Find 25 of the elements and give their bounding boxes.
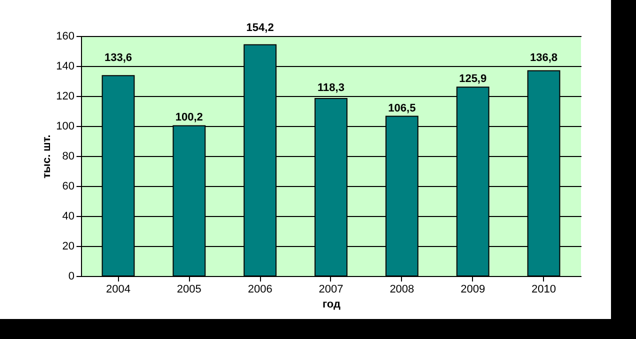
y-tick-label: 120 <box>56 90 74 102</box>
data-label: 154,2 <box>246 22 274 34</box>
y-tick-label: 0 <box>68 270 74 282</box>
y-tick-label: 140 <box>56 60 74 72</box>
x-tick-label: 2007 <box>318 284 344 296</box>
x-axis-title: год <box>322 298 341 310</box>
data-label: 106,5 <box>388 102 416 114</box>
x-tick-label: 2010 <box>532 284 556 296</box>
y-axis-title: тыс. шт. <box>41 134 54 178</box>
x-tick-label: 2008 <box>390 284 414 296</box>
x-tick-label: 2006 <box>248 284 272 296</box>
data-label: 118,3 <box>318 82 344 94</box>
y-tick-label: 160 <box>56 30 74 42</box>
y-tick-label: 100 <box>56 120 74 132</box>
x-tick-label: 2005 <box>176 284 202 296</box>
y-tick-label: 60 <box>62 180 74 192</box>
data-label: 100,2 <box>175 112 203 124</box>
data-label: 133,6 <box>104 52 132 64</box>
data-label: 136,8 <box>530 52 558 64</box>
y-tick-label: 40 <box>62 210 74 222</box>
x-tick-label: 2009 <box>460 284 486 296</box>
x-tick-label: 2004 <box>106 284 130 296</box>
y-tick-label: 80 <box>62 150 74 162</box>
data-label: 125,9 <box>459 73 487 86</box>
y-tick-label: 20 <box>62 240 74 252</box>
